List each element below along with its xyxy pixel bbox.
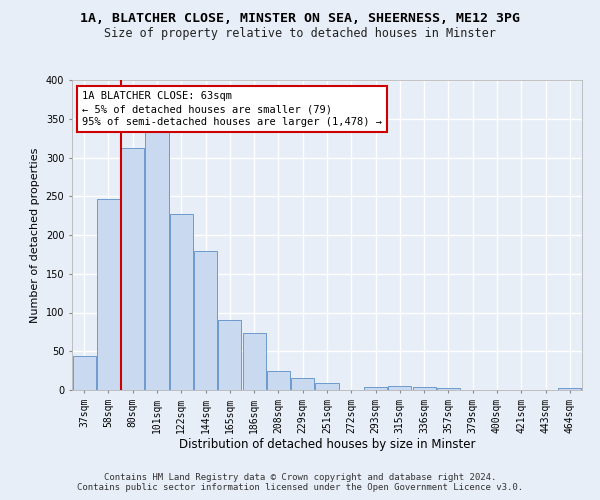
Bar (267, 370, 290, 390)
Bar (170, 214, 193, 390)
X-axis label: Distribution of detached houses by size in Minster: Distribution of detached houses by size … (179, 438, 475, 452)
Bar (413, 387, 436, 390)
Bar (316, 383, 338, 390)
Bar (291, 378, 314, 390)
Bar (559, 388, 581, 390)
Text: 1A, BLATCHER CLOSE, MINSTER ON SEA, SHEERNESS, ME12 3PG: 1A, BLATCHER CLOSE, MINSTER ON SEA, SHEE… (80, 12, 520, 26)
Bar (194, 250, 217, 390)
Text: Contains public sector information licensed under the Open Government Licence v3: Contains public sector information licen… (77, 484, 523, 492)
Bar (73, 356, 95, 390)
Text: Size of property relative to detached houses in Minster: Size of property relative to detached ho… (104, 28, 496, 40)
Y-axis label: Number of detached properties: Number of detached properties (30, 148, 40, 322)
Text: 1A BLATCHER CLOSE: 63sqm
← 5% of detached houses are smaller (79)
95% of semi-de: 1A BLATCHER CLOSE: 63sqm ← 5% of detache… (82, 91, 382, 127)
Bar (242, 332, 266, 390)
Bar (437, 388, 460, 390)
Bar (121, 148, 144, 390)
Bar (218, 320, 241, 390)
Bar (97, 200, 120, 390)
Text: Contains HM Land Registry data © Crown copyright and database right 2024.: Contains HM Land Registry data © Crown c… (104, 474, 496, 482)
Bar (364, 387, 387, 390)
Bar (145, 130, 169, 390)
Bar (388, 386, 412, 390)
